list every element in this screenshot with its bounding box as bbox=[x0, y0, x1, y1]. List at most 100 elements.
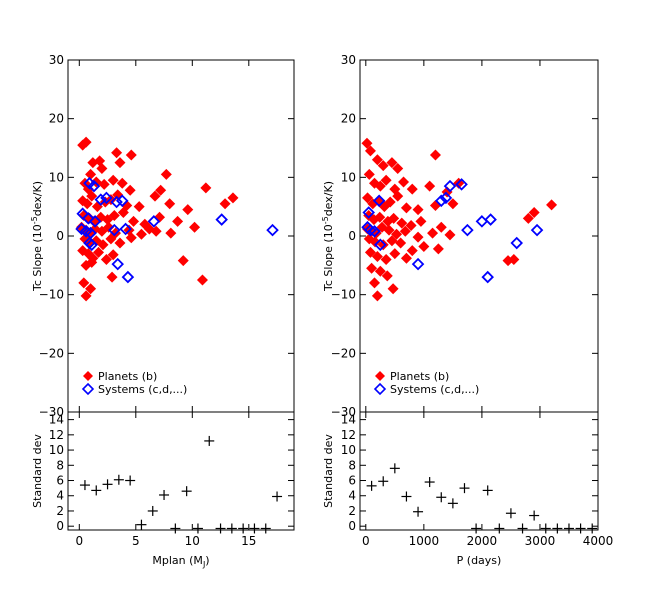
left-top-s0-point-53 bbox=[135, 228, 147, 240]
right-top-s0-point-63 bbox=[508, 253, 520, 265]
right-top-s0-point-62 bbox=[502, 255, 514, 267]
right-bottom-s0-point-9 bbox=[482, 485, 493, 496]
left-top-s1-point-4 bbox=[110, 195, 123, 209]
right-bottom-ytick-label-1: 2 bbox=[348, 504, 356, 518]
left-bottom-s0-point-6 bbox=[147, 505, 158, 516]
right-top-s0-point-35 bbox=[405, 219, 417, 231]
right-top-s0-point-54 bbox=[406, 245, 418, 257]
left-top-s0-point-1 bbox=[80, 136, 92, 148]
right-top-s0-point-48 bbox=[444, 229, 456, 241]
left-bottom-s0-point-2 bbox=[102, 479, 113, 490]
left-bottom-ytick-label-7: 14 bbox=[49, 413, 64, 427]
left-top-s0-point-62 bbox=[114, 237, 126, 249]
right-bottom-s0-point-5 bbox=[424, 477, 435, 488]
left-legend-systems-marker bbox=[81, 382, 95, 396]
right-top-s0-point-67 bbox=[387, 283, 399, 295]
left-top-s0-point-40 bbox=[128, 215, 140, 227]
right-top-s1-point-9 bbox=[530, 223, 544, 237]
right-bottom-s0-point-16 bbox=[552, 523, 563, 534]
left-top-s0-point-32 bbox=[219, 198, 231, 210]
left-top-s0-point-71 bbox=[86, 256, 98, 268]
right-top-s0-point-9 bbox=[374, 180, 386, 192]
right-bottom-s0-point-15 bbox=[540, 523, 551, 534]
right-bottom-ytick-label-0: 0 bbox=[348, 519, 356, 533]
right-top-s0-point-31 bbox=[374, 211, 386, 223]
right-top-s0-point-46 bbox=[412, 231, 424, 243]
right-legend: Planets (b) Systems (c,d,...) bbox=[373, 370, 479, 396]
left-bottom-s0-point-3 bbox=[113, 474, 124, 485]
left-legend: Planets (b) Systems (c,d,...) bbox=[81, 370, 187, 396]
right-top-ytick-label-4: 10 bbox=[341, 170, 356, 184]
left-top-s0-point-55 bbox=[150, 225, 162, 237]
left-top-s0-point-5 bbox=[111, 147, 123, 159]
right-top-s1-point-14 bbox=[510, 236, 524, 250]
right-top-s0-point-57 bbox=[364, 246, 376, 258]
right-top-s1-point-8 bbox=[461, 223, 474, 237]
left-top-s0-point-72 bbox=[177, 255, 189, 267]
left-top-s0-point-63 bbox=[125, 232, 137, 244]
right-top-s0-point-68 bbox=[371, 290, 383, 302]
right-bottom-ytick-label-4: 8 bbox=[348, 458, 356, 472]
right-top-s0-point-64 bbox=[366, 262, 378, 274]
right-bottom-xtick-label-4: 4000 bbox=[583, 534, 614, 548]
right-top-ytick-label-5: 20 bbox=[341, 112, 356, 126]
right-bottom-xtick-label-1: 1000 bbox=[409, 534, 440, 548]
right-top-s0-point-33 bbox=[388, 212, 400, 224]
left-top-s1-point-18 bbox=[85, 238, 99, 252]
right-top-s0-point-28 bbox=[546, 199, 558, 211]
left-top-s1-point-15 bbox=[108, 223, 121, 237]
left-top-s0-point-31 bbox=[182, 204, 194, 216]
right-top-s0-point-25 bbox=[429, 199, 441, 211]
left-top-s0-point-22 bbox=[86, 190, 98, 202]
right-bottom-s0-point-19 bbox=[587, 523, 598, 534]
right-top-s0-point-13 bbox=[406, 183, 418, 195]
right-top-ytick-label-1: −20 bbox=[331, 346, 356, 360]
left-top-s1-point-20 bbox=[121, 270, 135, 284]
right-top-s1-point-11 bbox=[364, 223, 377, 237]
right-top-s1-point-7 bbox=[484, 213, 497, 226]
left-bottom-s0-point-17 bbox=[260, 523, 271, 534]
right-top-s1-point-16 bbox=[481, 270, 494, 284]
left-bottom-ytick-label-1: 2 bbox=[56, 504, 64, 518]
right-top-s0-point-1 bbox=[364, 145, 376, 157]
left-xlabel: Mplan (MJ) bbox=[152, 554, 209, 569]
left-top-ytick-label-3: 0 bbox=[56, 229, 64, 243]
right-top-s1-point-13 bbox=[374, 238, 387, 252]
right-top-s1-point-4 bbox=[372, 194, 386, 208]
left-top-s0-point-39 bbox=[117, 207, 129, 219]
right-bottom-s0-point-12 bbox=[471, 523, 482, 534]
left-top-s0-point-19 bbox=[227, 192, 239, 204]
right-top-s0-point-6 bbox=[429, 149, 441, 161]
left-xlabel-close: ) bbox=[205, 554, 209, 567]
left-top-s0-point-25 bbox=[105, 194, 117, 206]
left-top-s0-point-29 bbox=[149, 190, 161, 202]
left-bottom-s0-point-16 bbox=[249, 523, 260, 534]
left-top-s0-point-61 bbox=[105, 233, 117, 245]
right-top-s0-point-59 bbox=[380, 253, 392, 265]
right-top-s0-point-56 bbox=[432, 243, 444, 255]
right-top-ylabel-pre: Tc Slope (10 bbox=[322, 224, 335, 292]
right-top-s1-point-1 bbox=[455, 178, 468, 191]
right-top-s0-point-23 bbox=[400, 202, 412, 214]
left-top-s1-point-8 bbox=[88, 215, 102, 228]
left-top-s0-point-50 bbox=[103, 221, 115, 233]
left-top-s0-point-69 bbox=[107, 249, 119, 261]
left-bottom-ytick-label-0: 0 bbox=[56, 519, 64, 533]
left-top-s0-point-7 bbox=[114, 157, 126, 169]
right-top-s1-point-15 bbox=[411, 257, 425, 271]
left-top-s1-point-16 bbox=[119, 222, 132, 236]
right-top-s0-point-45 bbox=[399, 225, 411, 237]
left-top-s0-point-74 bbox=[196, 274, 208, 286]
left-top-ytick-label-2: −10 bbox=[39, 288, 64, 302]
right-bottom-ylabel: Standard dev bbox=[322, 434, 335, 508]
right-top-ytick-label-6: 30 bbox=[341, 53, 356, 67]
left-bottom-s0-point-7 bbox=[159, 489, 170, 500]
left-top-s1-point-9 bbox=[147, 215, 161, 228]
left-top-s0-point-13 bbox=[107, 174, 119, 186]
left-top-s0-point-28 bbox=[133, 201, 145, 213]
left-top-ytick-label-1: −20 bbox=[39, 346, 64, 360]
right-xlabel: P (days) bbox=[457, 554, 502, 567]
left-top-s0-point-44 bbox=[189, 221, 201, 233]
right-top-s0-point-27 bbox=[528, 207, 540, 219]
